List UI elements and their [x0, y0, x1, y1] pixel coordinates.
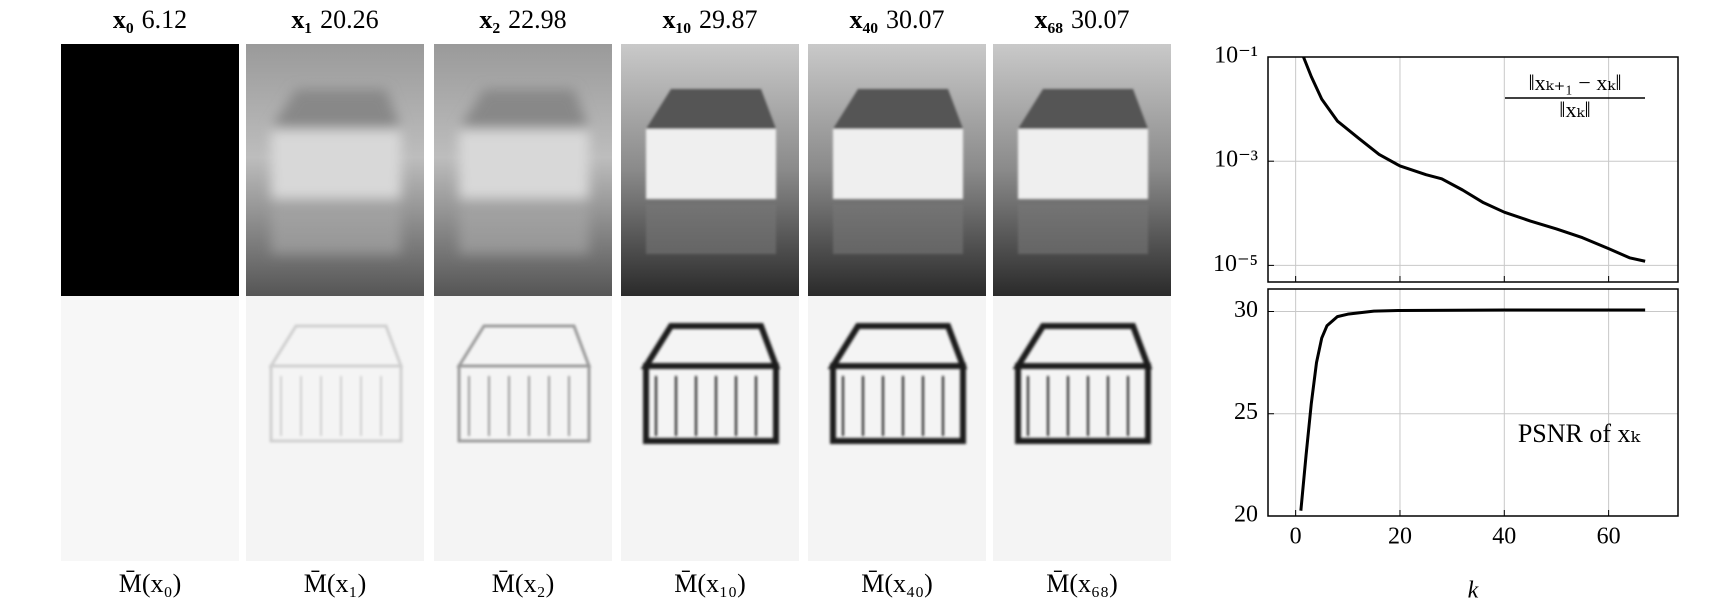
- map-image: [61, 296, 239, 561]
- castle: [1018, 89, 1148, 254]
- y-tick-label: 25: [1234, 399, 1258, 425]
- psnr-value: 20.26: [320, 5, 379, 34]
- iterate-symbol: x₆₈: [1034, 5, 1063, 34]
- plot: 10⁻¹ 10⁻³ 10⁻⁵ ‖xₖ₊₁ − xₖ‖‖xₖ‖: [1213, 43, 1679, 283]
- psnr-value: 29.87: [699, 5, 758, 34]
- castle-body: [271, 129, 401, 199]
- x-tick-label: 20: [1388, 524, 1412, 550]
- psnr-value: 22.98: [508, 5, 567, 34]
- map-roof: [1012, 323, 1153, 369]
- x-axis-label: k: [1468, 578, 1479, 604]
- map-structure: [1012, 323, 1153, 444]
- castle: [833, 89, 963, 254]
- castle-roof: [833, 89, 963, 129]
- panel: x₄₀ 30.07 M̄(x₄₀): [808, 5, 986, 598]
- reflection: [271, 204, 401, 254]
- panel-title: x₆₈ 30.07: [1034, 5, 1129, 34]
- data-line: [1299, 308, 1646, 511]
- x-tick-label: 60: [1597, 524, 1621, 550]
- reflection: [1018, 204, 1148, 254]
- map-label: M̄(x₄₀): [861, 569, 933, 598]
- plot-frame: [1267, 56, 1679, 283]
- map-label: M̄(x₆₈): [1046, 569, 1118, 598]
- reflection: [646, 204, 776, 254]
- psnr-value: 30.07: [1071, 5, 1130, 34]
- annotation: PSNR of xₖ: [1518, 419, 1642, 448]
- panel-title: x₄₀ 30.07: [849, 5, 944, 34]
- panel: x₁₀ 29.87 M̄(x₁₀): [621, 5, 799, 598]
- iterate-symbol: x₂: [479, 5, 500, 34]
- panel: x₁ 20.26 M̄(x₁): [246, 5, 424, 598]
- castle-body: [646, 129, 776, 199]
- y-tick-label: 10⁻⁵: [1213, 251, 1258, 277]
- annotation-denominator: ‖xₖ‖: [1559, 97, 1590, 122]
- panel-title: x₁ 20.26: [291, 5, 378, 34]
- iterate-symbol: x₁: [291, 5, 312, 34]
- castle-body: [833, 129, 963, 199]
- y-tick-label: 10⁻³: [1214, 147, 1258, 173]
- map-label: M̄(x₁₀): [674, 569, 746, 598]
- castle-roof: [1018, 89, 1148, 129]
- map-label: M̄(x₁): [304, 569, 367, 598]
- x-tick-label: 40: [1492, 524, 1516, 550]
- iterate-image: [61, 44, 239, 296]
- iterate-symbol: x₄₀: [849, 5, 878, 34]
- y-tick-label: 10⁻¹: [1214, 43, 1258, 69]
- map-roof: [456, 324, 592, 368]
- castle: [646, 89, 776, 254]
- map-image: [434, 296, 612, 561]
- data-line: [1302, 57, 1646, 263]
- map-roof: [268, 324, 404, 368]
- panel: x₀ 6.12 M̄(x₀): [61, 5, 239, 598]
- y-tick-label: 30: [1234, 297, 1258, 323]
- map-structure: [827, 323, 968, 444]
- plot-frame: [1267, 288, 1679, 517]
- iterate-symbol: x₁₀: [662, 5, 691, 34]
- reflection: [459, 204, 589, 254]
- x-tick-label: 0: [1290, 524, 1302, 550]
- iterate-symbol: x₀: [113, 5, 134, 34]
- panel-title: x₁₀ 29.87: [662, 5, 757, 34]
- panel-title: x₀ 6.12: [113, 5, 187, 34]
- map-structure: [456, 324, 592, 443]
- panel: x₆₈ 30.07 M̄(x₆₈): [993, 5, 1171, 598]
- reflection: [833, 204, 963, 254]
- castle: [459, 89, 589, 254]
- plot: 20 25 30 0 20 40 60 k PSNR of xₖ: [1234, 288, 1679, 604]
- castle-roof: [271, 89, 401, 129]
- map-structure: [268, 324, 404, 443]
- panel: x₂ 22.98 M̄(x₂): [434, 5, 612, 598]
- castle-body: [1018, 129, 1148, 199]
- castle-roof: [459, 89, 589, 129]
- annotation-numerator: ‖xₖ₊₁ − xₖ‖: [1528, 70, 1621, 95]
- map-label: M̄(x₀): [119, 569, 182, 598]
- psnr-value: 30.07: [886, 5, 945, 34]
- psnr-value: 6.12: [142, 5, 188, 34]
- castle-body: [459, 129, 589, 199]
- map-roof: [640, 323, 781, 369]
- panel-title: x₂ 22.98: [479, 5, 566, 34]
- castle-roof: [646, 89, 776, 129]
- castle: [271, 89, 401, 254]
- map-roof: [827, 323, 968, 369]
- map-label: M̄(x₂): [492, 569, 555, 598]
- map-image: [246, 296, 424, 561]
- map-structure: [640, 323, 781, 444]
- y-tick-label: 20: [1234, 502, 1258, 528]
